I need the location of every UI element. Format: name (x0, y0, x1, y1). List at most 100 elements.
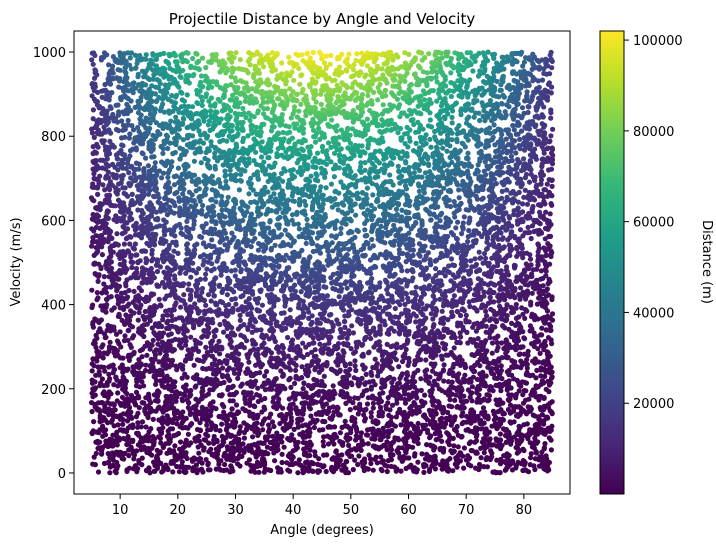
scatter-point (208, 95, 214, 101)
scatter-point (104, 351, 110, 357)
scatter-point (415, 459, 421, 465)
scatter-point (397, 302, 403, 308)
scatter-point (184, 218, 190, 224)
scatter-point (258, 154, 265, 160)
scatter-point (355, 461, 361, 468)
scatter-point (135, 98, 141, 104)
scatter-point (283, 78, 289, 84)
scatter-point (442, 346, 448, 352)
scatter-point (242, 98, 248, 104)
scatter-point (298, 289, 304, 295)
scatter-point (402, 183, 409, 189)
scatter-point (427, 374, 433, 380)
scatter-point (539, 325, 545, 331)
scatter-point (402, 78, 408, 84)
scatter-point (518, 285, 524, 291)
scatter-point (475, 162, 481, 168)
scatter-point (479, 439, 485, 445)
scatter-point (336, 147, 342, 153)
scatter-point (115, 422, 121, 428)
scatter-point (110, 370, 116, 376)
scatter-point (106, 371, 112, 377)
scatter-point (517, 136, 523, 142)
scatter-point (411, 170, 417, 176)
scatter-point (452, 397, 458, 403)
scatter-point (204, 135, 210, 141)
scatter-point (509, 305, 515, 311)
scatter-point (260, 427, 266, 433)
scatter-point (120, 143, 126, 149)
scatter-point (377, 148, 383, 155)
scatter-point (90, 394, 96, 400)
scatter-point (375, 373, 381, 379)
scatter-point (245, 133, 251, 139)
scatter-point (140, 313, 146, 319)
scatter-point (438, 353, 445, 359)
scatter-point (193, 50, 199, 57)
scatter-point (428, 124, 435, 130)
scatter-point (462, 144, 468, 150)
scatter-point (195, 111, 201, 117)
scatter-point (429, 368, 436, 374)
scatter-point (246, 191, 252, 197)
scatter-point (237, 57, 243, 63)
scatter-point (127, 148, 134, 154)
scatter-point (221, 318, 228, 324)
scatter-point (484, 444, 490, 450)
scatter-point (126, 135, 132, 141)
scatter-point (548, 375, 555, 381)
scatter-point (220, 162, 226, 168)
scatter-point (288, 93, 294, 99)
scatter-point (289, 217, 295, 223)
scatter-point (534, 57, 540, 64)
scatter-point (255, 346, 261, 352)
scatter-point (451, 88, 457, 94)
scatter-point (418, 376, 424, 382)
scatter-point (471, 114, 477, 120)
scatter-point (289, 69, 295, 75)
scatter-point (387, 407, 393, 413)
scatter-point (336, 165, 342, 171)
scatter-point (198, 73, 205, 79)
scatter-point (460, 128, 466, 134)
scatter-point (444, 148, 450, 154)
scatter-point (423, 357, 429, 363)
scatter-point (130, 127, 137, 133)
scatter-point (93, 372, 99, 378)
scatter-point (144, 257, 150, 263)
scatter-point (321, 452, 327, 458)
scatter-point (91, 252, 97, 258)
scatter-point (120, 355, 126, 361)
scatter-point (110, 249, 116, 255)
scatter-point (122, 134, 128, 140)
scatter-point (200, 84, 206, 90)
scatter-point (491, 122, 497, 128)
scatter-point (241, 435, 247, 441)
scatter-point (218, 380, 224, 387)
scatter-point (200, 202, 206, 209)
scatter-point (464, 50, 470, 56)
scatter-point (249, 337, 255, 343)
scatter-point (233, 172, 239, 178)
scatter-point (291, 221, 297, 227)
scatter-points (88, 49, 556, 476)
scatter-point (320, 148, 326, 154)
scatter-point (398, 137, 404, 143)
scatter-point (321, 267, 327, 273)
scatter-point (378, 223, 384, 229)
scatter-point (327, 61, 333, 67)
scatter-point (550, 126, 556, 132)
scatter-point (287, 86, 293, 92)
scatter-point (363, 371, 369, 377)
scatter-point (135, 420, 141, 426)
scatter-point (313, 99, 319, 105)
scatter-point (89, 57, 95, 63)
scatter-point (338, 230, 344, 237)
scatter-point (396, 314, 402, 320)
scatter-point (335, 98, 341, 104)
scatter-point (446, 263, 452, 269)
scatter-point (191, 158, 197, 164)
scatter-point (432, 461, 438, 467)
scatter-point (524, 89, 530, 95)
scatter-point (262, 255, 268, 261)
